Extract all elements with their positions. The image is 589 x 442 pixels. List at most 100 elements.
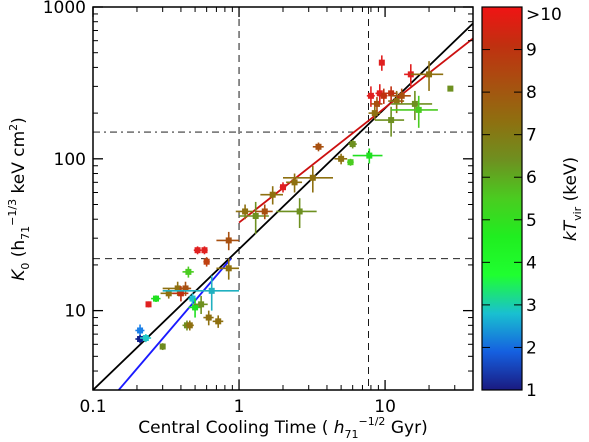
x-axis-title: Central Cooling Time ( h71−1/2 Gyr) <box>138 415 427 441</box>
data-points <box>135 55 454 351</box>
data-point <box>162 275 240 311</box>
data-point <box>179 281 192 296</box>
data-point <box>391 88 411 104</box>
point-marker <box>165 290 172 297</box>
point-marker <box>347 159 354 166</box>
x-tick-label: 0.1 <box>79 397 106 417</box>
colorbar-tick-label: 4 <box>526 253 537 273</box>
data-point <box>203 257 210 267</box>
data-point <box>182 266 194 278</box>
data-point <box>391 95 438 128</box>
point-marker <box>174 285 181 292</box>
reference-lines <box>93 7 473 390</box>
data-point <box>368 106 381 121</box>
point-marker <box>137 327 144 334</box>
data-point <box>447 85 454 92</box>
point-marker <box>371 110 378 117</box>
point-marker <box>159 343 166 350</box>
point-marker <box>393 98 400 105</box>
data-point <box>203 310 214 326</box>
point-marker <box>296 208 303 215</box>
colorbar-tick-label: 1 <box>526 381 537 401</box>
data-point <box>151 295 161 302</box>
data-point <box>379 88 388 104</box>
data-point <box>347 158 354 166</box>
colorbar <box>481 6 523 391</box>
colorbar-title: kTvir (keV) <box>561 157 584 241</box>
colorbar-tick-label: 2 <box>526 338 537 358</box>
point-marker <box>291 179 298 186</box>
data-point <box>276 198 317 229</box>
colorbar-tick-label: 7 <box>526 126 537 146</box>
x-tick-label: 1 <box>234 397 245 417</box>
point-marker <box>198 301 205 308</box>
data-point <box>255 204 273 220</box>
y-tick-label: 10 <box>64 302 86 322</box>
data-point <box>334 153 348 165</box>
point-marker <box>309 174 316 181</box>
data-point <box>391 90 433 121</box>
colorbar-tick-label: 8 <box>526 83 537 103</box>
data-point <box>410 61 444 91</box>
point-marker <box>378 59 385 66</box>
colorbar-ticks: 1 2 3 4 5 6 7 8 9 >10 <box>482 5 562 401</box>
point-marker <box>177 290 184 297</box>
point-marker <box>189 295 196 302</box>
data-point <box>383 86 398 102</box>
data-point <box>286 173 303 193</box>
point-marker <box>415 106 422 113</box>
point-marker <box>376 90 383 97</box>
point-marker <box>366 152 373 159</box>
point-marker <box>380 92 387 99</box>
data-point <box>193 246 202 255</box>
point-marker <box>388 117 395 124</box>
data-point <box>185 320 194 331</box>
x-tick-label: 10 <box>374 397 396 417</box>
point-marker <box>203 258 210 265</box>
data-point <box>279 182 287 193</box>
point-marker <box>242 208 249 215</box>
data-point <box>216 258 240 280</box>
point-marker <box>411 100 418 107</box>
point-marker <box>205 314 212 321</box>
point-marker <box>182 285 189 292</box>
data-point <box>201 246 208 255</box>
colorbar-tick-label: 5 <box>526 211 537 231</box>
data-point <box>188 298 202 318</box>
colorbar-tick-label: >10 <box>526 5 562 25</box>
data-point <box>312 142 324 152</box>
point-marker <box>208 287 215 294</box>
data-point <box>212 315 224 328</box>
point-marker <box>225 265 232 272</box>
y-axis-title: K0 (h71−1/3 keV cm2) <box>6 117 32 281</box>
point-marker <box>252 213 259 220</box>
data-point <box>135 324 145 338</box>
data-point <box>239 201 269 234</box>
point-marker <box>137 336 144 343</box>
point-marker <box>373 100 380 107</box>
point-marker <box>194 247 201 254</box>
data-point <box>159 343 166 351</box>
point-marker <box>388 90 395 97</box>
point-marker <box>338 155 345 162</box>
data-point <box>378 55 385 71</box>
point-marker <box>225 237 232 244</box>
point-marker <box>280 184 286 191</box>
point-marker <box>152 295 159 302</box>
data-point <box>348 140 357 149</box>
colorbar-tick-label: 9 <box>526 41 537 61</box>
colorbar-tick-label: 6 <box>526 168 537 188</box>
data-point <box>140 334 152 343</box>
point-marker <box>398 92 405 99</box>
point-marker <box>201 247 208 254</box>
data-point <box>374 106 405 137</box>
fit-line <box>238 37 473 224</box>
data-point <box>352 148 383 164</box>
point-marker <box>447 85 454 92</box>
fit-line <box>93 22 473 390</box>
point-marker <box>145 301 152 308</box>
point-marker <box>269 191 276 198</box>
point-marker <box>142 335 149 342</box>
point-marker <box>192 304 199 311</box>
